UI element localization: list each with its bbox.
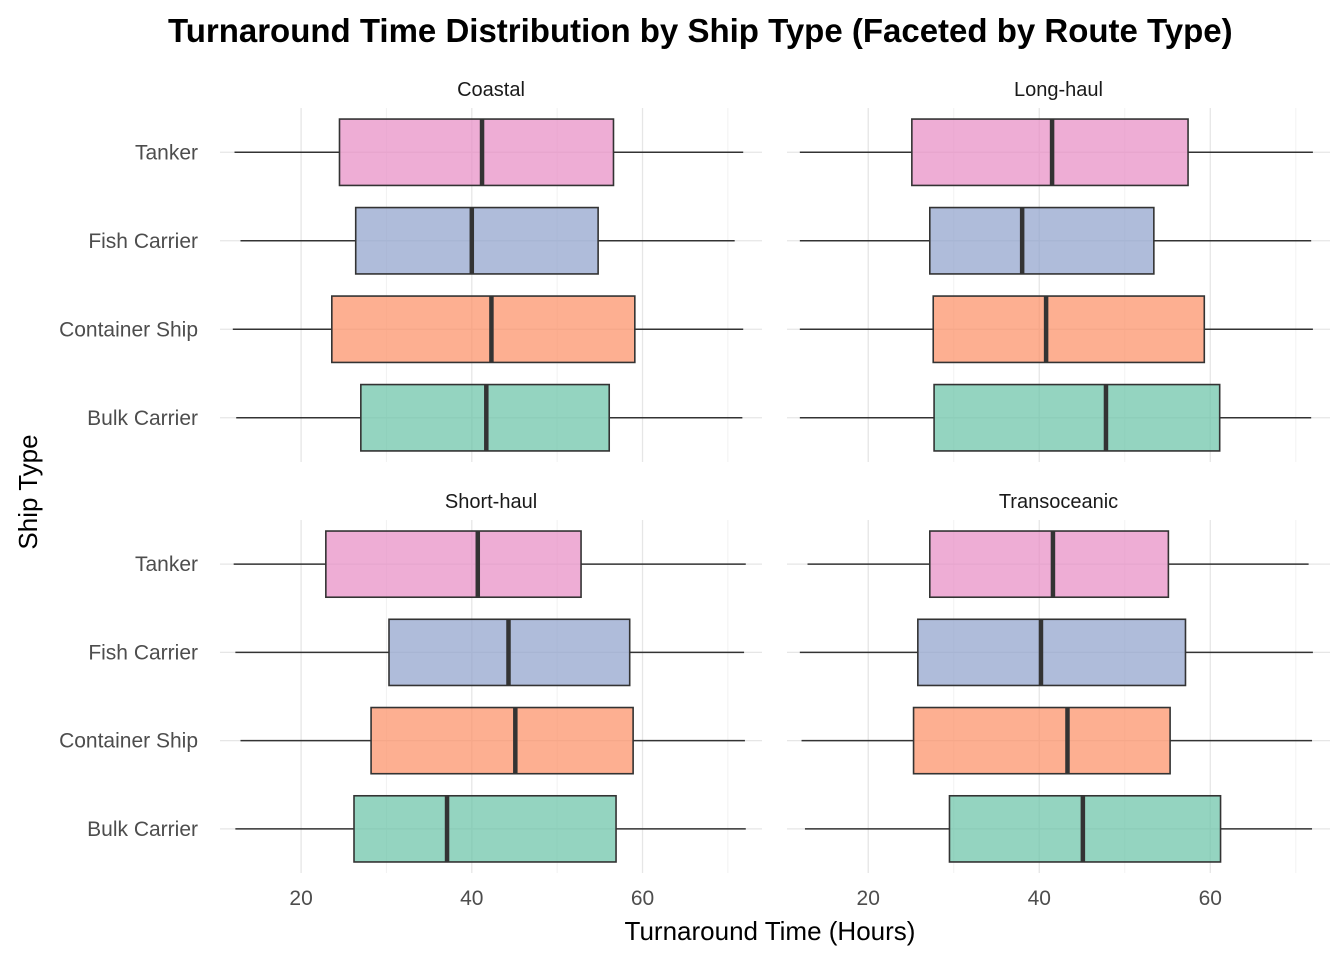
box-iqr: [932, 295, 1206, 364]
y-tick-label-container-ship: Container Ship: [59, 730, 198, 753]
y-tick-label-container-ship: Container Ship: [59, 318, 198, 341]
box-long-haul-bulk-carrier: [799, 383, 1312, 452]
facet-panel-long-haul: Long-haul: [787, 79, 1330, 462]
facet-label-long-haul: Long-haul: [1014, 79, 1103, 101]
box-iqr: [325, 530, 582, 599]
box-iqr: [929, 530, 1170, 599]
box-iqr: [917, 618, 1187, 687]
box-coastal-fish-carrier: [240, 206, 735, 275]
y-tick-label-bulk-carrier: Bulk Carrier: [87, 407, 198, 430]
x-tick-label: 60: [1199, 887, 1222, 910]
box-short-haul-tanker: [233, 530, 746, 599]
box-short-haul-container-ship: [240, 706, 745, 775]
box-iqr: [354, 206, 599, 275]
box-long-haul-tanker: [799, 118, 1313, 187]
y-tick-label-tanker: Tanker: [135, 553, 198, 576]
facet-label-transoceanic: Transoceanic: [999, 491, 1118, 513]
facet-label-coastal: Coastal: [457, 79, 525, 101]
x-tick-label: 40: [1028, 887, 1051, 910]
box-coastal-tanker: [234, 118, 744, 187]
facet-panel-transoceanic: Transoceanic 20 40 60: [787, 491, 1330, 910]
box-iqr: [370, 706, 634, 775]
box-iqr: [331, 295, 636, 364]
box-coastal-container-ship: [232, 295, 744, 364]
box-iqr: [912, 706, 1171, 775]
chart-title: Turnaround Time Distribution by Ship Typ…: [168, 12, 1233, 49]
box-iqr: [338, 118, 615, 187]
y-axis-label: Ship Type: [13, 434, 43, 549]
y-tick-label-fish-carrier: Fish Carrier: [88, 641, 198, 664]
y-tick-label-fish-carrier: Fish Carrier: [88, 230, 198, 253]
box-iqr: [933, 383, 1221, 452]
box-transoceanic-container-ship: [801, 706, 1313, 775]
box-short-haul-fish-carrier: [235, 618, 745, 687]
box-long-haul-container-ship: [799, 295, 1313, 364]
y-tick-label-tanker: Tanker: [135, 141, 198, 164]
x-tick-label: 60: [631, 887, 654, 910]
box-iqr: [929, 206, 1155, 275]
x-tick-label: 20: [289, 887, 312, 910]
facet-panel-short-haul: Short-haul Bulk Carrier Container Ship Fish…: [59, 491, 762, 910]
x-tick-label: 20: [857, 887, 880, 910]
x-tick-label: 40: [460, 887, 483, 910]
box-transoceanic-bulk-carrier: [804, 794, 1313, 863]
box-short-haul-bulk-carrier: [235, 794, 746, 863]
y-tick-label-bulk-carrier: Bulk Carrier: [87, 818, 198, 841]
box-coastal-bulk-carrier: [236, 383, 743, 452]
facet-label-short-haul: Short-haul: [445, 491, 537, 513]
box-transoceanic-fish-carrier: [799, 618, 1313, 687]
facet-panel-coastal: Coastal Bulk Carrier Container Ship Fish Ca…: [59, 79, 762, 462]
box-iqr: [353, 794, 617, 863]
facet-panels: Coastal Bulk Carrier Container Ship Fish Ca…: [59, 79, 1330, 910]
box-transoceanic-tanker: [807, 530, 1309, 599]
x-axis-label: Turnaround Time (Hours): [625, 916, 916, 946]
box-long-haul-fish-carrier: [799, 206, 1312, 275]
